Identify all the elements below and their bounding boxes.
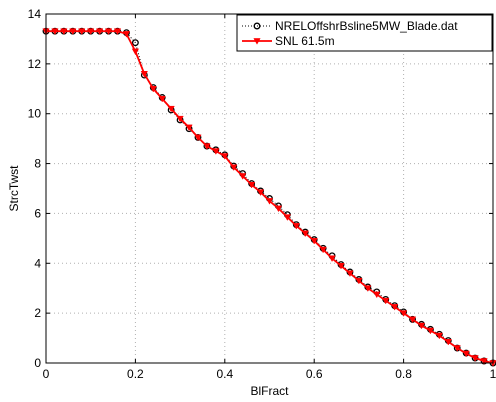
data-point	[167, 105, 175, 113]
data-point	[453, 345, 461, 352]
data-point	[319, 246, 327, 254]
y-tick-label: 10	[28, 107, 42, 121]
data-point	[283, 214, 292, 221]
series-layer	[42, 27, 496, 367]
grid	[46, 14, 493, 363]
x-tick-label: 0.6	[306, 367, 323, 381]
data-point	[382, 297, 390, 305]
data-point	[87, 28, 95, 35]
data-point	[355, 277, 363, 285]
legend-label: SNL 61.5m	[275, 34, 335, 48]
plot-background	[46, 14, 493, 363]
data-point	[185, 124, 193, 132]
plot-frame	[45, 13, 494, 364]
data-point	[253, 22, 261, 30]
data-point	[265, 198, 274, 205]
data-point	[399, 310, 408, 317]
data-point	[247, 181, 256, 189]
data-point	[310, 238, 318, 245]
data-point	[239, 173, 247, 180]
legend-label: NRELOffshrBsline5MW_Blade.dat	[275, 19, 458, 33]
data-point	[253, 38, 261, 45]
data-point	[346, 270, 354, 277]
data-point	[221, 153, 229, 160]
legend-entry: SNL 61.5m	[242, 34, 335, 48]
data-point	[69, 28, 77, 35]
data-point	[131, 48, 140, 56]
data-point	[78, 28, 86, 35]
x-tick-label: 0	[43, 367, 50, 381]
data-point	[408, 316, 417, 324]
y-tick-label: 12	[28, 57, 42, 71]
data-point	[140, 71, 148, 78]
x-tick-label: 0.4	[216, 367, 233, 381]
data-point	[194, 134, 202, 142]
data-point	[480, 358, 488, 365]
data-point	[426, 327, 435, 335]
data-point	[256, 189, 265, 196]
x-tick-label: 0.8	[395, 367, 412, 381]
y-tick-label: 8	[34, 157, 41, 171]
data-point	[328, 255, 336, 263]
x-axis-label: BlFract	[250, 384, 289, 398]
y-tick-label: 2	[34, 306, 41, 320]
x-tick-label: 1	[490, 367, 496, 381]
y-tick-label: 14	[28, 7, 42, 21]
data-point	[435, 332, 443, 340]
data-point	[337, 262, 345, 270]
data-point	[131, 39, 139, 47]
y-axis-label: StrcTwst	[7, 165, 21, 212]
data-point	[212, 148, 220, 155]
data-point	[301, 230, 309, 238]
data-point	[158, 95, 166, 103]
legend-entry: NRELOffshrBsline5MW_Blade.dat	[242, 19, 458, 33]
data-point	[230, 164, 238, 172]
data-point	[51, 28, 59, 35]
data-point	[104, 28, 113, 35]
data-point	[203, 143, 211, 150]
data-point	[391, 304, 399, 311]
data-point	[373, 291, 381, 299]
data-point	[417, 322, 426, 330]
data-point	[471, 355, 479, 362]
series-2	[42, 28, 496, 367]
data-point	[462, 350, 470, 358]
y-tick-label: 6	[34, 206, 41, 220]
data-point	[113, 28, 122, 35]
data-point	[444, 339, 452, 346]
data-point	[176, 115, 184, 123]
data-point	[274, 205, 283, 213]
data-point	[364, 285, 372, 292]
data-point	[292, 223, 300, 230]
data-point	[60, 28, 68, 35]
x-tick-label: 0.2	[127, 367, 144, 381]
data-point	[149, 85, 157, 93]
legend-box	[236, 14, 493, 52]
y-tick-label: 0	[34, 356, 41, 370]
data-point	[96, 28, 104, 35]
data-point	[122, 31, 131, 38]
y-tick-label: 4	[34, 256, 41, 270]
